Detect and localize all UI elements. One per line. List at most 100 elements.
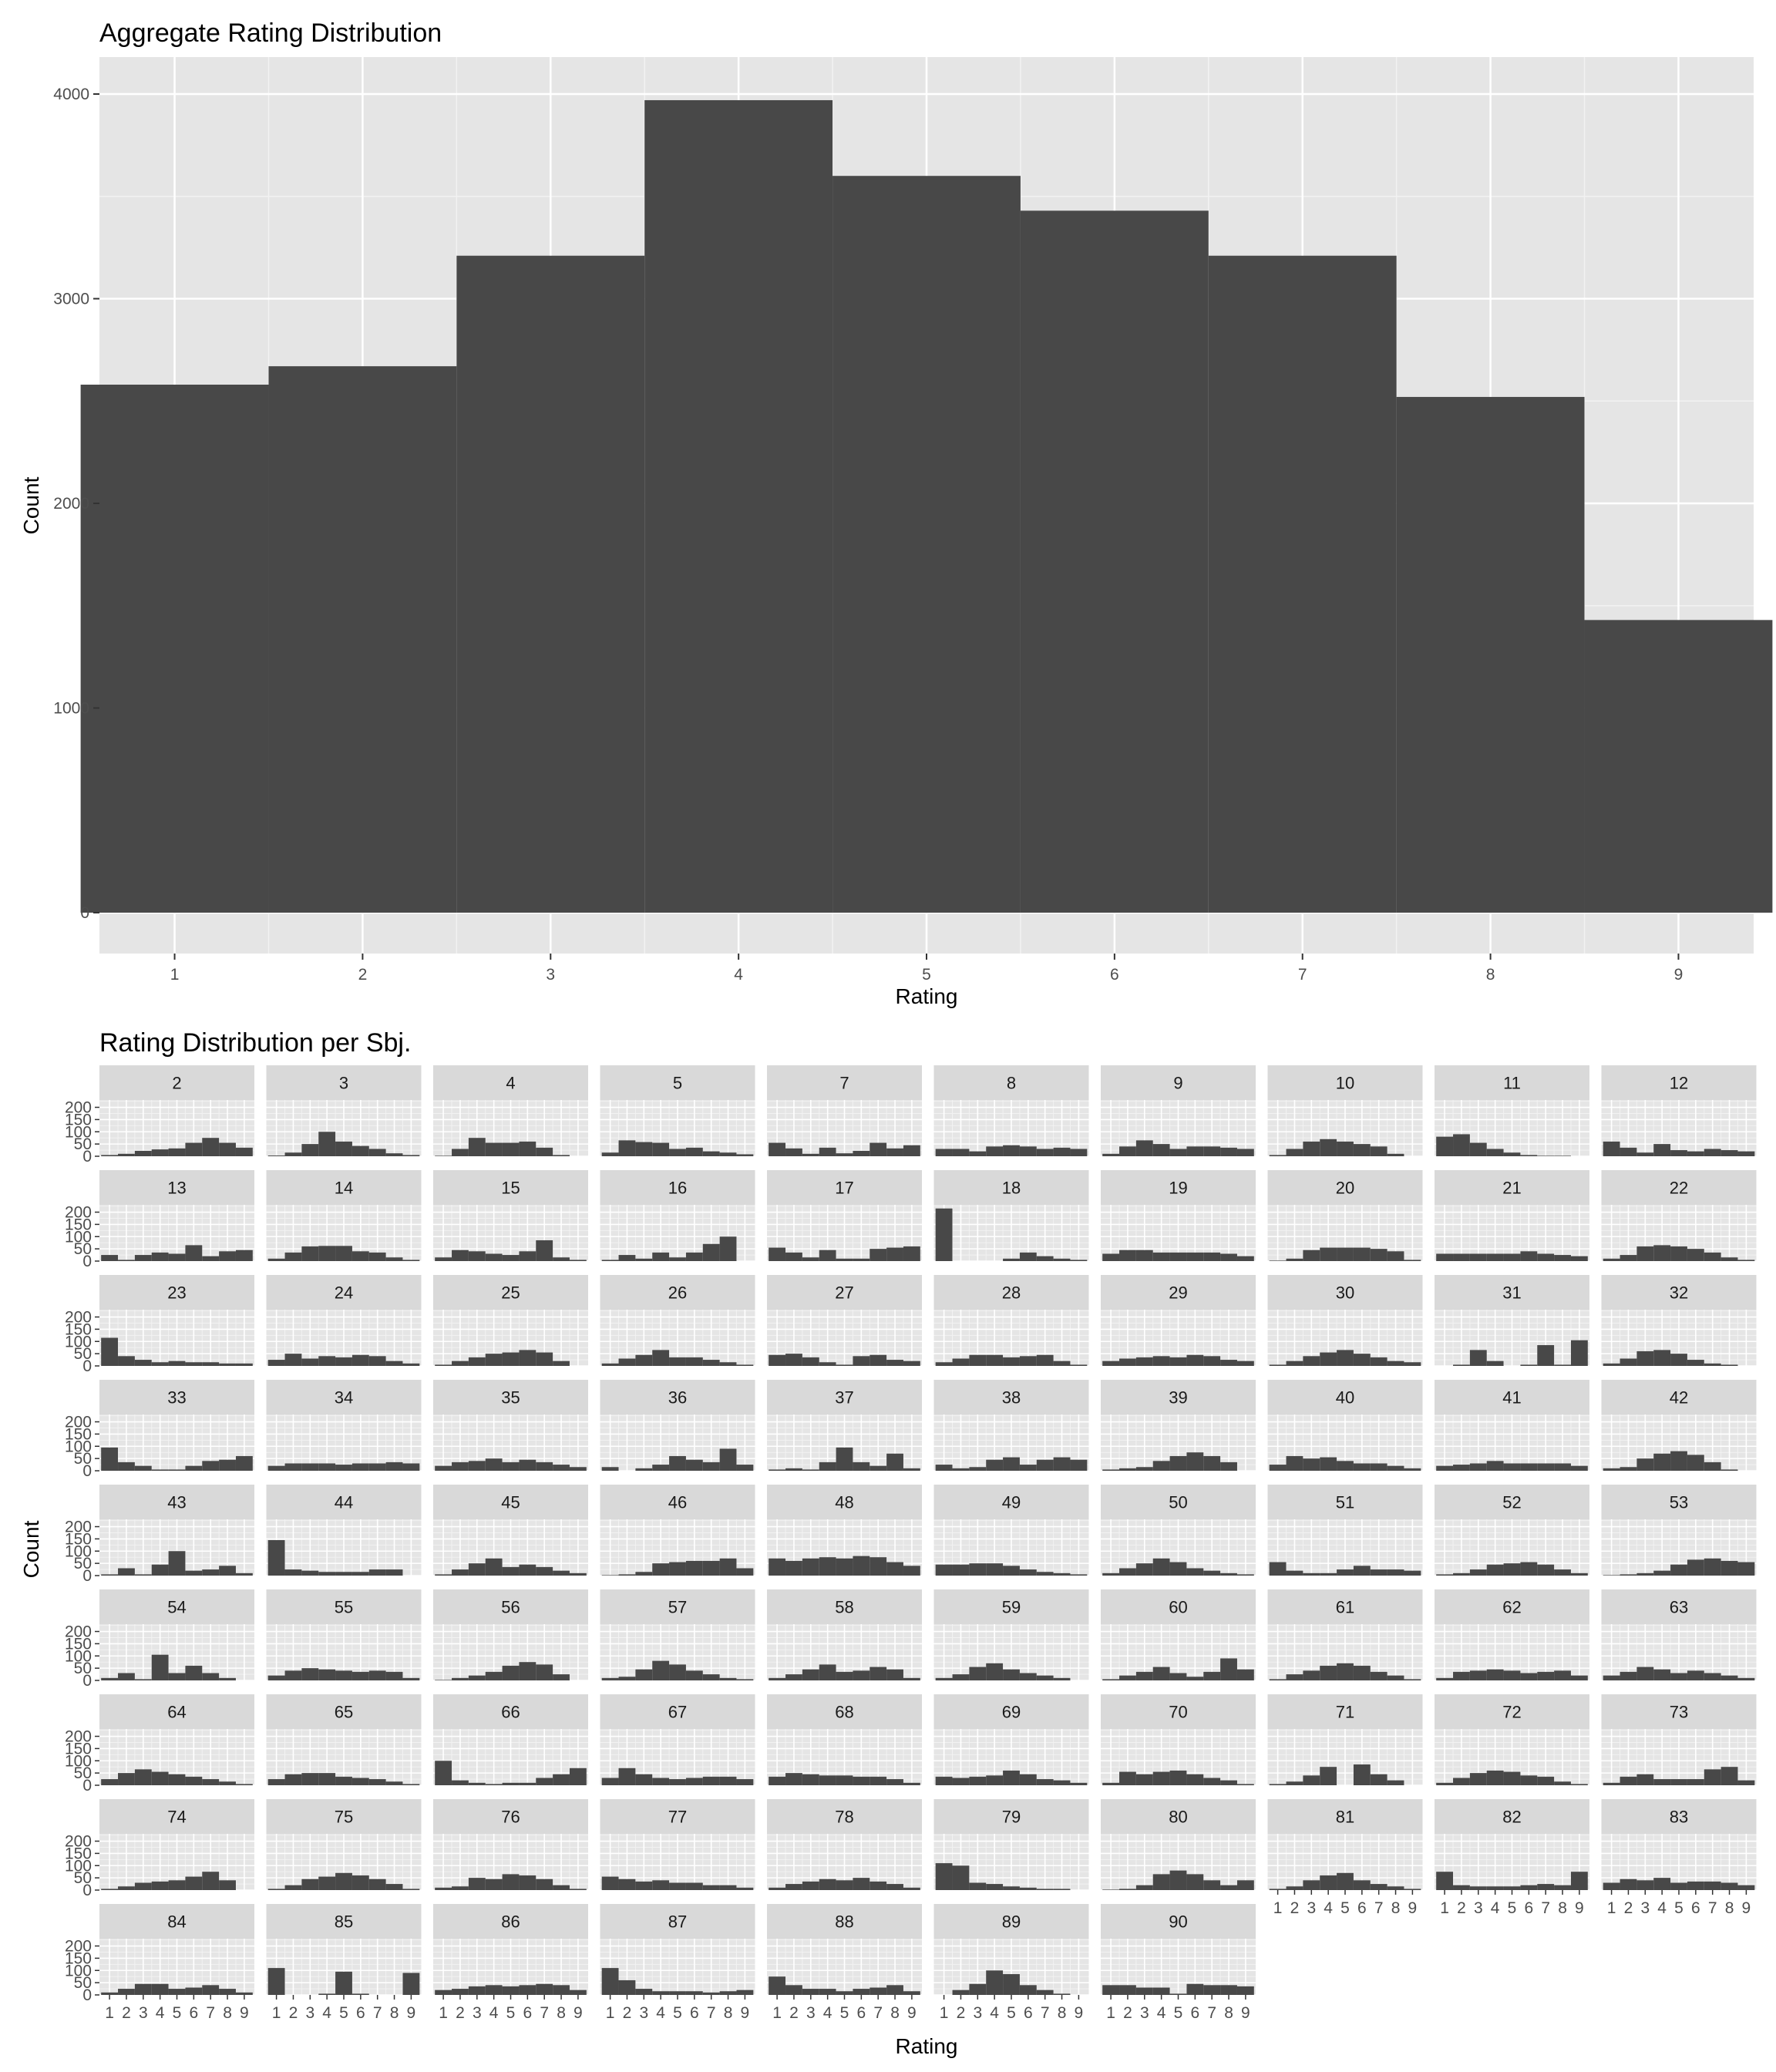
facet-bar	[635, 1669, 653, 1680]
facet-strip	[1101, 1904, 1256, 1939]
facet-bar	[1687, 1151, 1704, 1156]
facet-bar	[736, 1465, 754, 1471]
facet-y-tick-label: 150	[65, 1740, 92, 1758]
facet-bar	[1303, 1572, 1320, 1576]
facet-x-tick-label: 1	[606, 2004, 615, 2022]
facet-bar	[235, 1363, 253, 1366]
facet-x-tick-label: 3	[1640, 1899, 1650, 1917]
facet-strip	[767, 1275, 922, 1310]
facet-bar	[468, 1357, 486, 1366]
facet-bar	[1102, 1572, 1120, 1576]
facet-strip	[1267, 1275, 1423, 1310]
facet-x-tick-label: 3	[473, 2004, 482, 2022]
facet-bar	[1236, 1256, 1254, 1261]
facet-bar	[719, 1776, 737, 1785]
facet-strip-label: 61	[1336, 1598, 1354, 1617]
facet-bar	[1135, 1357, 1153, 1366]
facet-x-tick-label: 9	[907, 2004, 917, 2022]
facet-bar	[685, 1560, 703, 1576]
facet-bar	[601, 1260, 619, 1261]
facet-bar	[468, 1563, 486, 1576]
facet-bar	[1503, 1152, 1521, 1156]
facet-bar	[452, 1989, 469, 1995]
aggregate-x-tick-label: 3	[546, 966, 555, 984]
facet-bar	[151, 1149, 169, 1156]
facet-x-tick-label: 2	[456, 2004, 465, 2022]
facet-panel: 28	[933, 1275, 1089, 1367]
aggregate-y-ticks: 0 1000 2000 3000 4000	[53, 86, 99, 922]
facet-bar	[1203, 1985, 1221, 1995]
facet-strip-label: 20	[1336, 1179, 1354, 1198]
facet-bar	[886, 1247, 903, 1261]
facet-y-tick-label: 100	[65, 1647, 92, 1665]
facet-bar	[385, 1257, 403, 1261]
facet-bar	[952, 1468, 970, 1471]
facet-bar	[485, 1253, 503, 1261]
facet-bar	[101, 1677, 119, 1680]
facet-panel: 73	[1601, 1694, 1757, 1786]
facet-y-tick-label: 100	[65, 1228, 92, 1246]
facet-bar	[986, 1663, 1004, 1680]
facet-y-tick-label: 200	[65, 1099, 92, 1117]
facet-bar	[736, 1568, 754, 1576]
facet-bar	[601, 1968, 619, 1995]
aggregate-bar	[1208, 255, 1397, 913]
facet-panel: 891 2 3 4 5 6 7 8 9	[933, 1904, 1089, 2022]
facet-bar	[1353, 1566, 1371, 1576]
facet-bar	[1220, 1462, 1237, 1471]
facet-bar	[1320, 1665, 1337, 1680]
facet-strip-label: 40	[1336, 1388, 1354, 1408]
facet-bar	[969, 1667, 987, 1680]
facet-bar	[1186, 1452, 1204, 1471]
facet-strip	[1435, 1799, 1589, 1834]
facet-bar	[219, 1880, 236, 1890]
facet-bar	[452, 1677, 469, 1680]
facet-strip	[433, 1799, 588, 1834]
facet-bar	[519, 1662, 536, 1680]
facet-bar	[1737, 1780, 1755, 1785]
facet-y-tick-label: 100	[65, 1438, 92, 1455]
facet-bar	[853, 1989, 870, 1995]
facet-bar	[151, 1362, 169, 1366]
facet-bar	[1653, 1669, 1671, 1680]
facet-bar	[1186, 1354, 1204, 1366]
facet-panel: 65	[266, 1694, 422, 1786]
facet-panel: 27	[767, 1275, 922, 1367]
facet-bar	[1370, 1146, 1388, 1156]
aggregate-x-tick-label: 5	[922, 966, 931, 984]
facet-bar	[802, 1989, 819, 1995]
facet-bar	[1603, 1782, 1620, 1785]
facet-bar	[1570, 1784, 1588, 1785]
facet-y-tick-label: 50	[74, 1240, 92, 1258]
facet-bar	[267, 1360, 285, 1366]
facet-bar	[1620, 1671, 1637, 1680]
facet-strip-label: 64	[167, 1703, 186, 1722]
facet-bar	[335, 1572, 352, 1576]
facet-bar	[118, 1673, 135, 1680]
facet-bar	[1070, 1459, 1088, 1471]
facet-bar	[1186, 1677, 1204, 1680]
facet-bar	[267, 1465, 285, 1471]
facet-strip	[600, 1904, 755, 1939]
facet-panel: 72	[1435, 1694, 1589, 1786]
facet-bar	[352, 1463, 369, 1471]
facet-panel: 70	[1101, 1694, 1256, 1786]
facet-bar	[1670, 1354, 1687, 1366]
facet-bar	[1520, 1155, 1538, 1156]
facet-bar	[1135, 1250, 1153, 1261]
facet-bar	[402, 1973, 420, 1995]
facet-panel: 37	[767, 1380, 922, 1472]
facet-bar	[301, 1773, 319, 1785]
facet-strip-label: 30	[1336, 1283, 1354, 1303]
facet-bar	[435, 1887, 452, 1890]
facet-x-tick-label: 1	[1106, 2004, 1115, 2022]
facet-strip-label: 66	[501, 1703, 520, 1722]
facet-bar	[452, 1780, 469, 1785]
facet-bar	[819, 1557, 836, 1576]
facet-bar	[202, 1779, 220, 1785]
facet-bar	[1653, 1453, 1671, 1471]
facet-bar	[502, 1142, 520, 1156]
facet-bar	[1036, 1354, 1054, 1366]
facet-x-tick-label: 8	[1558, 1899, 1567, 1917]
facet-bar	[1704, 1769, 1721, 1785]
